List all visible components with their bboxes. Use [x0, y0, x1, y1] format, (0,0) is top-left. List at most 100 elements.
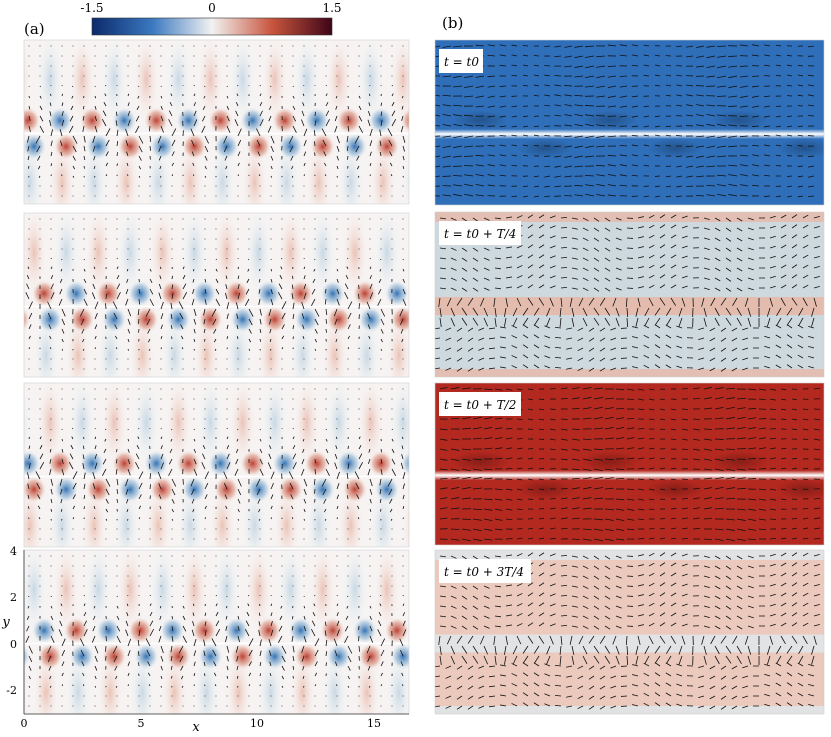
velocity-vector [659, 592, 666, 597]
velocity-vector [464, 114, 474, 117]
velocity-vector [157, 471, 162, 480]
velocity-vector [125, 478, 129, 487]
velocity-vector [225, 615, 228, 620]
strong-lobe [31, 616, 57, 645]
velocity-vector [82, 125, 85, 132]
velocity-vector [450, 605, 457, 609]
velocity-vector [615, 585, 622, 589]
strong-lobe [0, 475, 15, 503]
velocity-vector [604, 655, 611, 664]
velocity-vector [237, 518, 240, 521]
velocity-vector [554, 694, 562, 697]
velocity-vector [813, 448, 821, 451]
velocity-vector [648, 572, 655, 577]
velocity-vector [780, 408, 787, 411]
velocity-vector [483, 247, 490, 251]
velocity-vector [665, 64, 672, 67]
velocity-vector [739, 115, 749, 117]
velocity-vector [560, 418, 568, 421]
velocity-vector [648, 398, 655, 401]
velocity-vector [145, 638, 151, 647]
velocity-vector [648, 582, 655, 587]
velocity-vector [237, 284, 240, 290]
panel-b-label: (b) [442, 14, 463, 32]
velocity-vector [637, 226, 644, 229]
velocity-vector [301, 458, 305, 465]
velocity-vector [148, 684, 151, 687]
velocity-vector [599, 337, 606, 342]
vector-dot [72, 388, 74, 390]
velocity-vector [670, 214, 677, 219]
velocity-vector [776, 307, 782, 316]
velocity-vector [28, 462, 31, 470]
velocity-vector [791, 254, 798, 259]
velocity-vector [511, 345, 518, 349]
velocity-vector [367, 665, 371, 671]
vector-dot [336, 358, 338, 360]
vector-dot [83, 228, 85, 230]
velocity-vector [313, 603, 316, 607]
velocity-vector [582, 565, 589, 570]
velocity-vector [94, 645, 99, 654]
vector-dot [204, 238, 206, 240]
vector-dot [358, 695, 360, 697]
velocity-vector [670, 622, 677, 627]
vector-dot [391, 75, 393, 77]
velocity-vector [714, 257, 721, 262]
velocity-vector [775, 682, 782, 687]
velocity-vector [747, 555, 754, 559]
velocity-vector [676, 104, 683, 107]
velocity-vector [769, 388, 776, 391]
velocity-vector [728, 145, 738, 148]
velocity-vector [467, 695, 474, 700]
velocity-vector [303, 508, 306, 513]
velocity-vector [202, 105, 206, 110]
velocity-vector [399, 638, 404, 647]
vector-dot [369, 238, 371, 240]
vector-dot [94, 65, 96, 67]
velocity-vector [336, 298, 340, 306]
vector-dot [138, 185, 140, 187]
velocity-vector [147, 672, 151, 677]
velocity-vector [500, 684, 507, 687]
strong-lobe [293, 305, 320, 334]
velocity-vector [367, 324, 371, 330]
velocity-vector [787, 185, 793, 188]
vector-dot [237, 585, 239, 587]
velocity-vector [494, 615, 501, 618]
vector-dot [105, 218, 107, 220]
velocity-vectors [27, 388, 406, 540]
strong-lobe [24, 644, 31, 669]
velocity-vector [582, 468, 592, 471]
velocity-vector [681, 418, 688, 421]
velocity-vector [625, 297, 628, 308]
velocity-vector [588, 675, 595, 680]
vector-dot [226, 368, 228, 370]
velocity-vector [279, 615, 283, 621]
vector-dot [39, 228, 41, 230]
velocity-vector [138, 630, 141, 637]
velocity-vector [604, 477, 614, 480]
velocity-vector [28, 685, 31, 688]
velocity-vector [248, 684, 251, 687]
velocity-vector [505, 246, 512, 249]
velocity-vector [593, 575, 600, 580]
velocity-vector [659, 398, 666, 401]
velocity-vector [213, 672, 217, 677]
velocity-vector [670, 244, 677, 249]
velocity-vector [314, 638, 320, 647]
velocity-vector [439, 615, 446, 618]
velocity-vector [533, 195, 540, 198]
vector-dot [270, 195, 272, 197]
pale-lobe [24, 323, 29, 377]
velocity-vector [725, 317, 732, 326]
velocity-vector [648, 635, 654, 645]
velocity-vector [780, 602, 787, 607]
velocity-vector [322, 139, 327, 147]
velocity-vector [193, 328, 196, 334]
velocity-vector [461, 476, 471, 480]
velocity-vector [643, 164, 650, 167]
vector-dot [105, 388, 107, 390]
vector-dot [204, 528, 206, 530]
velocity-vector [302, 102, 305, 107]
